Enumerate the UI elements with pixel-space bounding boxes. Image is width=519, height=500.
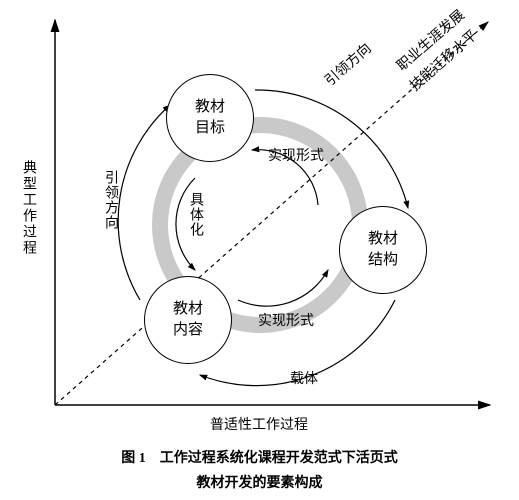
caption-line2: 教材开发的要素构成: [197, 476, 323, 491]
label-goal-struct: 实现形式: [268, 145, 324, 165]
x-axis-label: 普适性工作过程: [210, 414, 308, 434]
label-content-goal-b: 具体化: [185, 192, 205, 237]
caption-prefix: 图 1: [121, 451, 146, 466]
node-content: 教材 内容: [144, 276, 232, 364]
node-content-l1: 教材: [173, 299, 203, 320]
node-goal: 教材 目标: [166, 74, 254, 162]
node-struct: 教材 结构: [339, 206, 427, 294]
node-struct-l1: 教材: [368, 229, 398, 250]
label-content-goal-a: 引领方向: [100, 170, 120, 230]
node-struct-l2: 结构: [368, 250, 398, 271]
y-axis-label: 典型工作过程: [18, 160, 38, 256]
node-goal-l2: 目标: [195, 118, 225, 139]
diagram-area: 典型工作过程 普适性工作过程 引领方向 职业生涯发展 技能迁移水平 实现形式 实…: [0, 0, 519, 445]
label-struct-content-a: 实现形式: [258, 310, 314, 330]
caption-line1: 工作过程系统化课程开发范式下活页式: [160, 451, 398, 466]
label-struct-content-b: 载体: [290, 368, 318, 388]
node-content-l2: 内容: [173, 320, 203, 341]
figure-caption: 图 1 工作过程系统化课程开发范式下活页式 教材开发的要素构成: [0, 446, 519, 496]
node-goal-l1: 教材: [195, 97, 225, 118]
